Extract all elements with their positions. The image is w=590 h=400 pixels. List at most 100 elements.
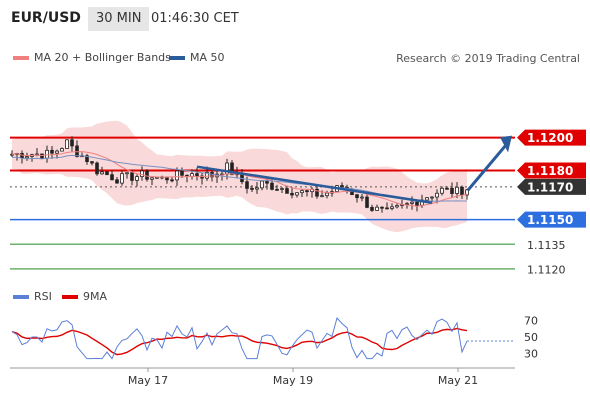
credit-text: Research © 2019 Trading Central	[396, 52, 580, 65]
candle-body	[450, 187, 454, 194]
candle-body	[90, 161, 94, 164]
candle-body	[445, 187, 449, 190]
rsi-9ma-line	[11, 327, 468, 356]
header-bar: EUR/USD 30 MIN 01:46:30 CET	[0, 0, 590, 37]
candle-body	[460, 186, 464, 196]
legend-ma50: MA 50	[169, 51, 225, 64]
candle-body	[150, 177, 154, 180]
level-badge-1.1150	[517, 211, 586, 228]
candle-body	[170, 179, 174, 182]
candle-body	[70, 139, 74, 147]
candle-body	[65, 139, 69, 149]
candle-body	[370, 207, 374, 211]
candle-body	[360, 196, 364, 199]
level-label-1.1120: 1.1120	[527, 263, 566, 276]
candle-body	[120, 173, 124, 184]
level-label-1.1180: 1.1180	[527, 164, 573, 178]
candle-body	[140, 170, 144, 177]
candle-body	[125, 172, 129, 175]
candle-body	[415, 201, 419, 206]
candle-body	[50, 149, 54, 154]
legend-rsi: RSI	[13, 290, 52, 303]
candle-body	[85, 155, 89, 162]
projection-arrowhead-icon	[500, 135, 512, 153]
candle-body	[440, 187, 444, 194]
candle-body	[105, 171, 109, 176]
legend-ma50-label: MA 50	[190, 51, 225, 64]
candle-body	[260, 180, 264, 189]
legend-9ma: 9MA	[62, 290, 107, 303]
level-label-1.1135: 1.1135	[527, 239, 566, 252]
candle-body	[365, 196, 369, 208]
candle-body	[180, 170, 184, 176]
legend-bb: MA 20 + Bollinger Bands	[13, 51, 171, 64]
candle-body	[200, 175, 204, 179]
candle-body	[155, 176, 159, 179]
level-label-1.1170: 1.1170	[527, 180, 573, 194]
candle-body	[375, 206, 379, 211]
candle-body	[275, 188, 279, 191]
candle-body	[435, 192, 439, 198]
candle-body	[100, 171, 104, 175]
candle-body	[250, 187, 254, 190]
candle-body	[55, 150, 59, 154]
candle-body	[130, 172, 134, 181]
candle-body	[175, 170, 179, 181]
candle-body	[270, 182, 274, 190]
rsi-swatch-icon	[13, 295, 29, 299]
candle-body	[230, 162, 234, 176]
bollinger-band-area	[12, 120, 467, 233]
candle-body	[325, 192, 329, 197]
candle-body	[390, 206, 394, 209]
candle-body	[315, 188, 319, 197]
candle-body	[195, 173, 199, 177]
candle-body	[385, 207, 389, 210]
candle-body	[145, 170, 149, 180]
candle-body	[280, 188, 284, 190]
pair-label: EUR/USD	[11, 10, 81, 26]
candle-body	[395, 205, 399, 208]
rsi-tick-70: 70	[524, 314, 538, 327]
x-tick-label: May 21	[438, 374, 478, 387]
candle-body	[300, 190, 304, 194]
candle-body	[340, 185, 344, 188]
x-tick-label: May 19	[273, 374, 313, 387]
candle-body	[380, 206, 384, 209]
legend-bb-label: MA 20 + Bollinger Bands	[34, 51, 171, 64]
time-label: 01:46:30 CET	[151, 11, 239, 26]
candle-body	[40, 153, 44, 159]
level-label-1.1150: 1.1150	[527, 213, 573, 227]
rsi-tick-50: 50	[524, 331, 538, 344]
candle-body	[465, 189, 469, 196]
candle-body	[135, 176, 139, 181]
level-badge-1.1180	[517, 162, 586, 179]
trendline	[196, 165, 433, 205]
x-tick-label: May 17	[128, 374, 168, 387]
candle-body	[405, 203, 409, 205]
candle-body	[430, 196, 434, 199]
level-label-1.1200: 1.1200	[527, 131, 573, 145]
candle-body	[285, 188, 289, 194]
candle-body	[45, 149, 49, 159]
candle-body	[355, 194, 359, 199]
candle-body	[265, 180, 269, 184]
timeframe-badge[interactable]: 30 MIN	[88, 7, 150, 31]
candle-body	[425, 197, 429, 201]
legend-9ma-label: 9MA	[83, 290, 108, 303]
rsi-tick-30: 30	[524, 348, 538, 361]
candle-body	[295, 192, 299, 196]
candle-body	[410, 201, 414, 204]
candle-body	[290, 192, 294, 196]
candle-body	[115, 179, 119, 184]
legend-rsi-label: RSI	[34, 290, 52, 303]
candle-body	[305, 190, 309, 193]
ma9-swatch-icon	[62, 295, 78, 299]
candle-body	[25, 156, 29, 159]
candle-body	[245, 181, 249, 189]
candle-body	[455, 186, 459, 194]
candle-body	[205, 171, 209, 179]
projection-arrow-shaft	[466, 141, 510, 192]
level-badge-1.1200	[517, 129, 586, 146]
ma50-swatch-icon	[169, 56, 185, 60]
